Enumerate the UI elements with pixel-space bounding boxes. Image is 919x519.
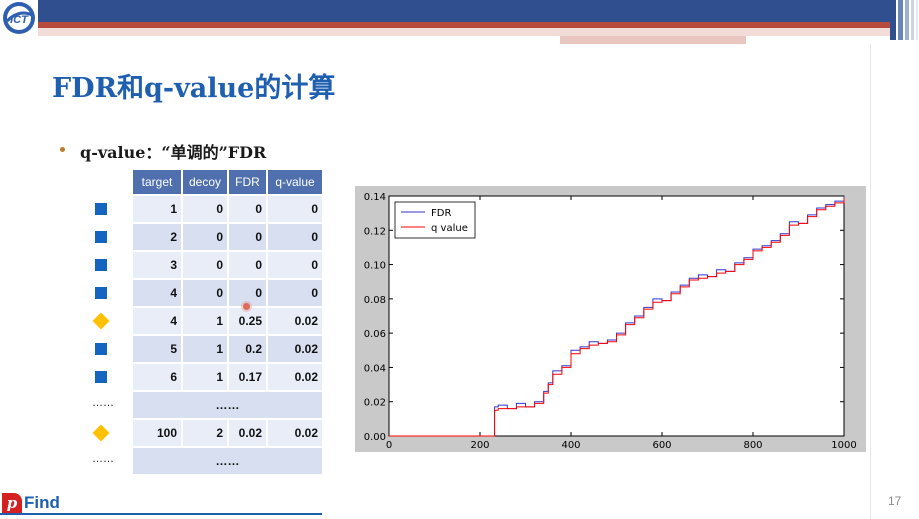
page-number: 17: [888, 494, 902, 508]
y-tick-label: 0.00: [364, 432, 386, 443]
cell-decoy: 2: [183, 420, 227, 446]
cell-ellipsis: ……: [133, 392, 322, 418]
cell-qvalue: 0.02: [268, 420, 322, 446]
table-row: 5 1 0.2 0.02: [133, 336, 322, 362]
table-row-ellipsis: ……: [133, 448, 322, 474]
header-bar-blue: [38, 0, 890, 22]
fdr-qvalue-chart: 0.00 0.02 0.04 0.06 0.08 0.10 0.12 0.14 0 200 400 6…: [364, 192, 857, 451]
chart-frame: 0.00 0.02 0.04 0.06 0.08 0.10 0.12 0.14 0 200 400 6…: [355, 186, 866, 452]
bullet-text: q-value：“单调的”FDR: [80, 143, 267, 162]
cell-target: 3: [133, 252, 181, 278]
cell-decoy: 1: [183, 308, 227, 334]
table-row-ellipsis: ……: [133, 392, 322, 418]
header-bar-red: [38, 22, 890, 28]
header-bar-pink-short: [560, 36, 746, 44]
cell-qvalue: 0: [268, 252, 322, 278]
cell-fdr: 0.17: [229, 364, 266, 390]
header-decoy: decoy: [183, 170, 227, 194]
cell-fdr: 0: [229, 252, 266, 278]
table-row: 4 0 0 0: [133, 280, 322, 306]
x-tick-label: 200: [470, 440, 489, 451]
cell-target: 6: [133, 364, 181, 390]
cell-fdr: 0: [229, 224, 266, 250]
table-row: 2 0 0 0: [133, 224, 322, 250]
decoy-diamond-icon: [92, 312, 110, 330]
table-row: 3 0 0 0: [133, 252, 322, 278]
table-row: 100 2 0.02 0.02: [133, 420, 322, 446]
cell-ellipsis: ……: [133, 448, 322, 474]
ict-logo: ICT: [3, 2, 35, 34]
x-tick-label: 0: [386, 440, 392, 451]
decoy-diamond-icon: [92, 424, 110, 442]
y-tick-label: 0.10: [364, 261, 386, 272]
ellipsis-marker: ……: [92, 397, 114, 409]
slide-title: FDR和q-value的计算: [52, 73, 336, 104]
cell-decoy: 1: [183, 336, 227, 362]
y-tick-label: 0.08: [364, 295, 386, 306]
target-square-icon: [95, 259, 107, 271]
header-fdr: FDR: [229, 170, 266, 194]
header-target: target: [133, 170, 181, 194]
x-tick-label: 400: [561, 440, 580, 451]
cell-qvalue: 0: [268, 196, 322, 222]
logo-text: ICT: [10, 14, 29, 26]
y-tick-label: 0.04: [364, 363, 386, 374]
header-right-stripes: [890, 0, 919, 40]
table-header-row: target decoy FDR q-value: [133, 170, 322, 194]
pfind-logo-text: Find: [24, 492, 60, 512]
x-tick-label: 800: [743, 440, 762, 451]
table-row: 4 1 0.25 0.02: [133, 308, 322, 334]
cell-qvalue: 0: [268, 224, 322, 250]
cell-decoy: 0: [183, 252, 227, 278]
cell-target: 4: [133, 280, 181, 306]
footer-line: [0, 513, 322, 515]
x-tick-label: 600: [652, 440, 671, 451]
cell-qvalue: 0.02: [268, 308, 322, 334]
header-bar-pink: [38, 28, 890, 36]
ellipsis-marker: ……: [92, 453, 114, 465]
header-qvalue: q-value: [268, 170, 322, 194]
target-square-icon: [95, 231, 107, 243]
qvalue-series-line: [389, 197, 845, 437]
y-tick-label: 0.02: [364, 398, 386, 409]
cell-target: 2: [133, 224, 181, 250]
target-square-icon: [95, 203, 107, 215]
legend-label: q value: [431, 223, 468, 234]
cell-fdr: 0: [229, 196, 266, 222]
legend-box: [394, 201, 476, 239]
target-square-icon: [95, 343, 107, 355]
pfind-logo-p: p: [2, 492, 22, 513]
y-tick-label: 0.12: [364, 226, 386, 237]
cell-qvalue: 0: [268, 280, 322, 306]
cell-target: 1: [133, 196, 181, 222]
cell-fdr: 0: [229, 280, 266, 306]
fdr-table: target decoy FDR q-value 1 0 0 0 2 0 0 0…: [131, 168, 324, 476]
cell-qvalue: 0.02: [268, 364, 322, 390]
target-square-icon: [95, 287, 107, 299]
bullet-dot: [60, 147, 65, 152]
x-tick-label: 1000: [831, 440, 856, 451]
table-row: 1 0 0 0: [133, 196, 322, 222]
cell-decoy: 0: [183, 224, 227, 250]
table-row: 6 1 0.17 0.02: [133, 364, 322, 390]
cell-decoy: 0: [183, 196, 227, 222]
y-tick-label: 0.06: [364, 329, 386, 340]
cell-fdr: 0.2: [229, 336, 266, 362]
cell-target: 5: [133, 336, 181, 362]
cell-fdr: 0.02: [229, 420, 266, 446]
fdr-series-line: [389, 196, 845, 437]
cell-fdr: 0.25: [229, 308, 266, 334]
y-tick-label: 0.14: [364, 192, 386, 203]
legend-label: FDR: [431, 208, 451, 219]
pfind-logo: p Find: [2, 492, 60, 513]
right-divider: [870, 44, 871, 519]
cell-target: 100: [133, 420, 181, 446]
cell-decoy: 0: [183, 280, 227, 306]
mouse-pointer-highlight: [243, 303, 250, 310]
cell-qvalue: 0.02: [268, 336, 322, 362]
cell-target: 4: [133, 308, 181, 334]
target-square-icon: [95, 371, 107, 383]
cell-decoy: 1: [183, 364, 227, 390]
